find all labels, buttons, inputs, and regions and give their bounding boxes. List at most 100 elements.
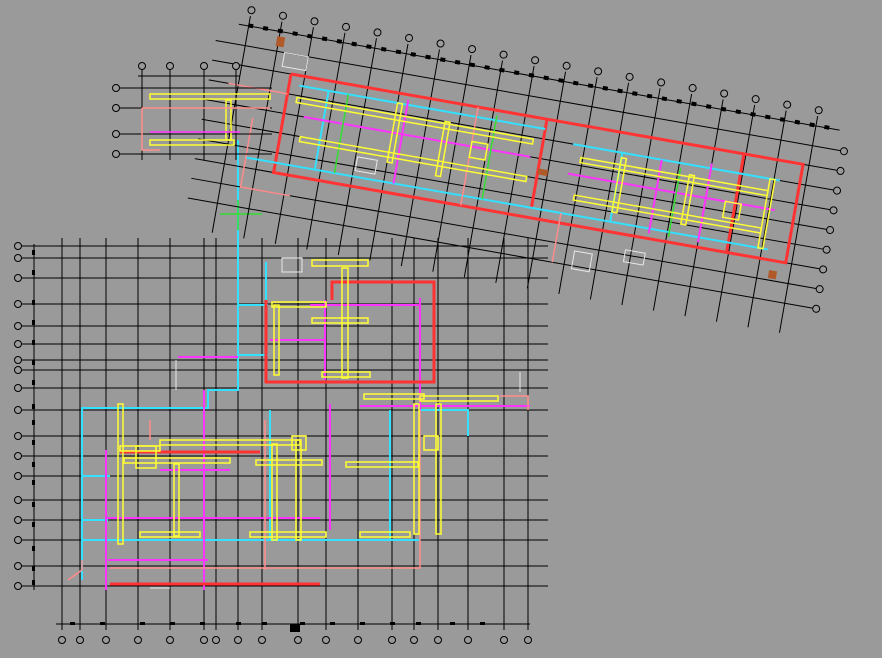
dimension-tick bbox=[290, 624, 300, 632]
dimension-tick bbox=[425, 54, 431, 60]
dimension-tick bbox=[336, 39, 343, 44]
axis-bubble bbox=[232, 62, 240, 70]
lower-block-green-pipe bbox=[220, 200, 262, 230]
lower-block-supply-duct bbox=[117, 259, 499, 545]
dimension-tick bbox=[300, 622, 305, 625]
dimension-tick bbox=[380, 46, 387, 52]
dimension-tick bbox=[292, 31, 298, 37]
lower-block-magenta-pipe bbox=[105, 298, 530, 590]
axis-bubble bbox=[405, 33, 414, 42]
dimension-tick bbox=[32, 440, 35, 445]
upper-block-axis-bubbles bbox=[247, 6, 848, 313]
axis-bubble bbox=[657, 78, 666, 87]
dimension-tick bbox=[513, 70, 520, 76]
axis-bubble bbox=[14, 242, 22, 250]
axis-bubble bbox=[373, 28, 382, 37]
lower-block-return-duct bbox=[110, 280, 436, 586]
axis-bubble bbox=[688, 83, 697, 92]
axis-bubble bbox=[815, 285, 824, 294]
dimension-tick bbox=[32, 522, 35, 527]
dimension-tick bbox=[32, 420, 35, 425]
axis-bubble bbox=[102, 636, 110, 644]
dimension-tick bbox=[809, 122, 815, 128]
axis-bubble bbox=[258, 636, 266, 644]
axis-bubble bbox=[341, 22, 350, 31]
dimension-tick bbox=[395, 49, 402, 55]
dimension-tick bbox=[32, 300, 35, 305]
axis-bubble bbox=[212, 636, 220, 644]
dimension-tick bbox=[32, 404, 35, 409]
dimension-tick bbox=[247, 23, 254, 29]
axis-bubble bbox=[499, 50, 508, 59]
axis-bubble bbox=[829, 206, 838, 215]
axis-bubble bbox=[436, 39, 445, 48]
axis-bubble bbox=[112, 130, 120, 138]
dimension-tick bbox=[262, 26, 269, 31]
axis-bubble bbox=[134, 636, 142, 644]
axis-bubble bbox=[500, 636, 508, 644]
dimension-tick bbox=[779, 117, 786, 122]
dimension-tick bbox=[200, 622, 205, 625]
dimension-tick bbox=[236, 622, 241, 625]
dimension-tick bbox=[632, 91, 638, 96]
axis-bubble bbox=[138, 62, 146, 70]
dimension-tick bbox=[558, 78, 564, 83]
dimension-tick bbox=[32, 360, 35, 365]
axis-bubble bbox=[14, 384, 22, 392]
dimension-tick bbox=[617, 88, 623, 94]
dimension-tick bbox=[691, 101, 697, 107]
upper-block-supply-duct bbox=[295, 96, 776, 250]
axis-bubble bbox=[819, 265, 828, 274]
axis-bubble bbox=[14, 274, 22, 282]
dimension-tick bbox=[750, 111, 756, 117]
dimension-tick bbox=[307, 33, 313, 39]
axis-bubble bbox=[464, 636, 472, 644]
dimension-tick bbox=[351, 41, 357, 47]
axis-bubble bbox=[14, 536, 22, 544]
dimension-tick bbox=[602, 85, 609, 91]
dimension-tick bbox=[543, 75, 549, 81]
axis-bubble bbox=[524, 636, 532, 644]
dimension-tick bbox=[764, 114, 771, 120]
dimension-tick bbox=[262, 622, 267, 625]
dimension-tick bbox=[32, 462, 35, 467]
dimension-tick bbox=[484, 65, 490, 70]
axis-bubble bbox=[720, 89, 729, 98]
axis-bubble bbox=[14, 254, 22, 262]
upper-block-rotated-plan bbox=[187, 6, 848, 333]
lower-block-dimension-ticks bbox=[32, 250, 485, 632]
axis-bubble bbox=[836, 166, 845, 175]
dimension-tick bbox=[439, 57, 446, 63]
grid-line-horizontal bbox=[191, 177, 822, 290]
axis-bubble bbox=[751, 95, 760, 104]
small-block-supply-duct bbox=[149, 93, 271, 146]
dimension-tick bbox=[450, 622, 455, 625]
axis-bubble bbox=[14, 562, 22, 570]
axis-bubble bbox=[247, 6, 256, 15]
axis-bubble bbox=[322, 636, 330, 644]
dimension-tick bbox=[170, 622, 175, 625]
axis-bubble bbox=[14, 472, 22, 480]
dimension-tick bbox=[70, 622, 75, 625]
dimension-tick bbox=[32, 480, 35, 485]
axis-bubble bbox=[468, 45, 477, 54]
upper-block-structure bbox=[281, 52, 646, 273]
dimension-tick bbox=[416, 622, 421, 625]
dimension-tick bbox=[454, 59, 461, 65]
dimension-tick bbox=[32, 270, 35, 275]
dimension-tick bbox=[32, 380, 35, 385]
axis-bubble bbox=[14, 582, 22, 590]
axis-bubble bbox=[14, 496, 22, 504]
dimension-tick bbox=[676, 98, 682, 104]
axis-bubble bbox=[410, 636, 418, 644]
axis-bubble bbox=[310, 17, 319, 26]
dimension-tick bbox=[32, 340, 35, 345]
axis-bubble bbox=[278, 11, 287, 20]
dimension-tick bbox=[794, 119, 801, 125]
axis-bubble bbox=[200, 62, 208, 70]
axis-bubble bbox=[625, 72, 634, 81]
dimension-tick bbox=[480, 622, 485, 625]
axis-bubble bbox=[594, 67, 603, 76]
dimension-tick bbox=[646, 93, 653, 99]
